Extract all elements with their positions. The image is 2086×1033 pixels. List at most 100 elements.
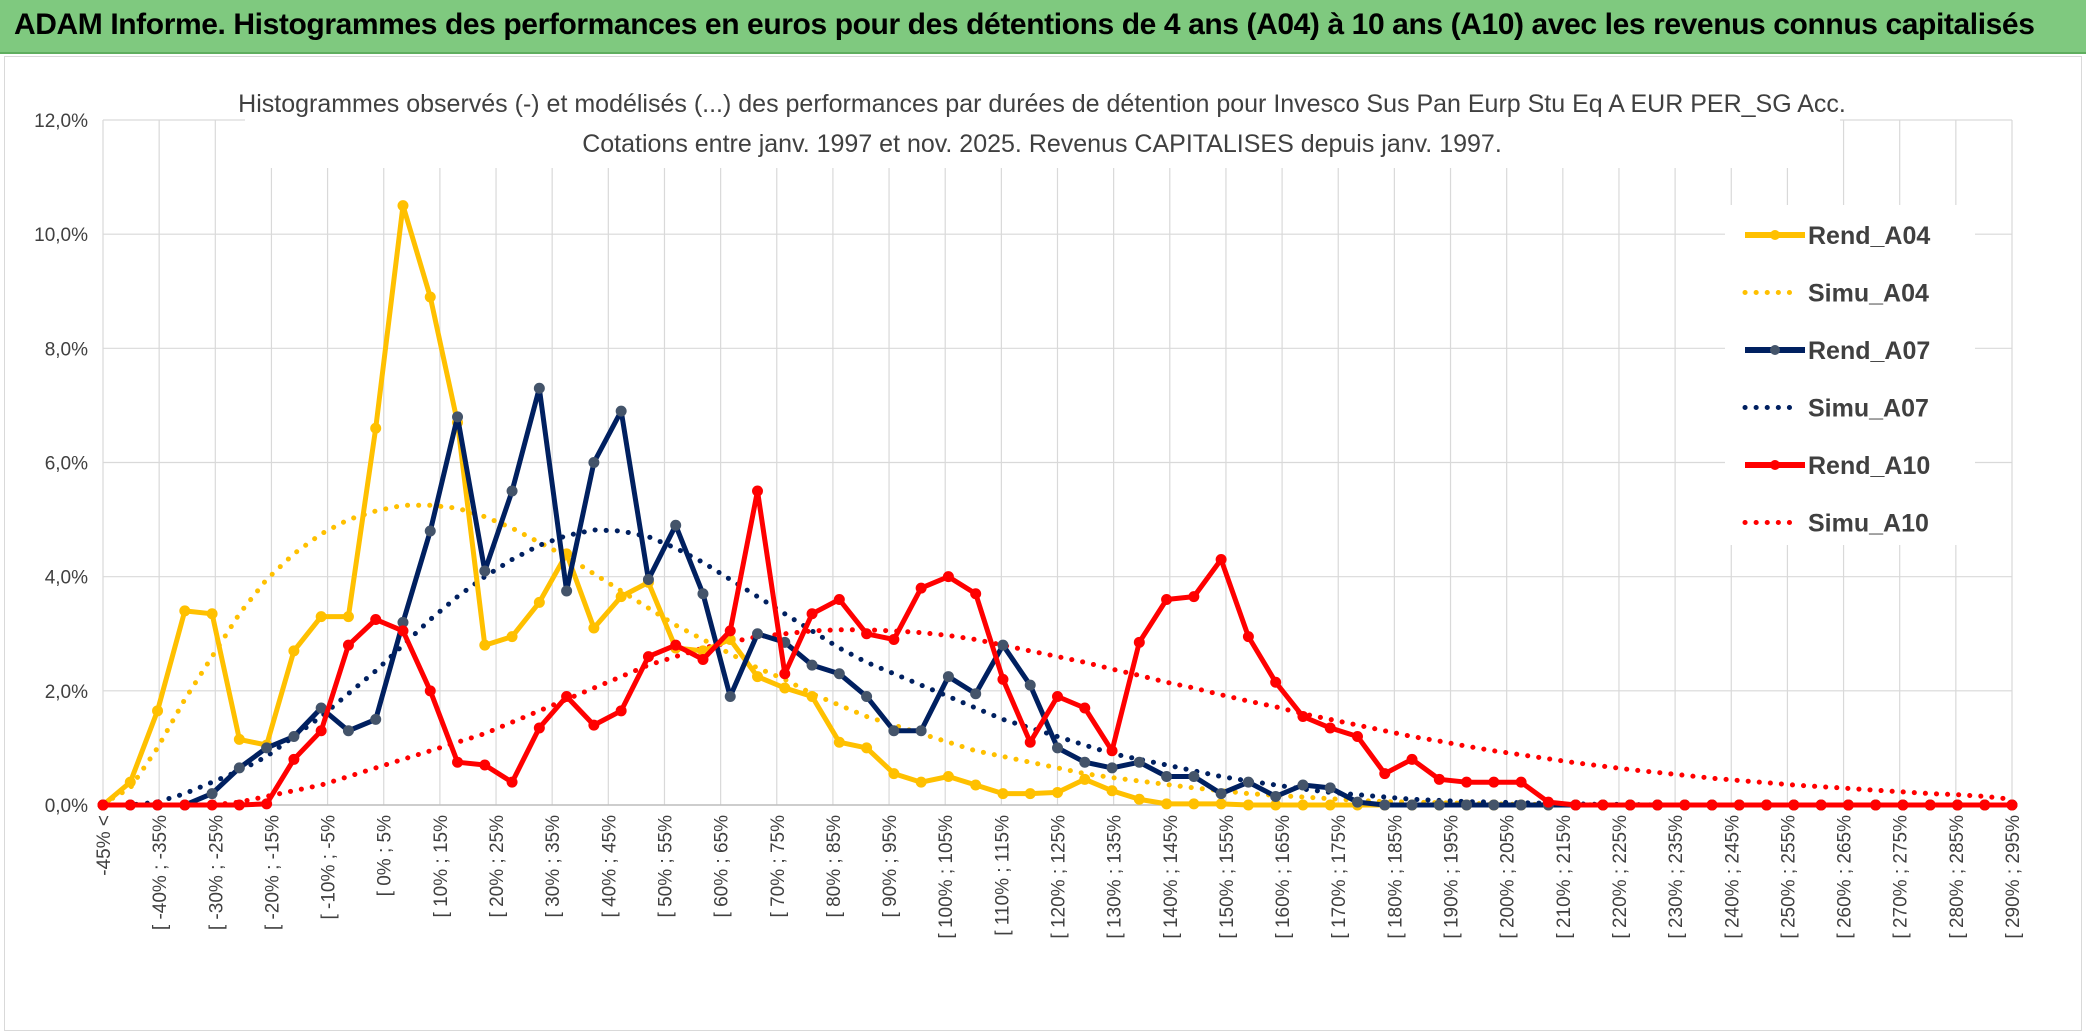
series-Simu_A04 [100, 502, 2015, 808]
legend: Rend_A04 Simu_A04 Rend_A07 Simu_A07 Rend_A10… [1725, 205, 1975, 545]
series-line-Simu_A04 [100, 502, 2015, 808]
x-tick-label: [ 160% ; 165% [1273, 815, 1294, 939]
data-point [1188, 591, 1200, 603]
data-point [1161, 594, 1173, 605]
data-point [1079, 773, 1091, 785]
data-point [724, 691, 736, 703]
data-point [342, 725, 354, 737]
data-point [615, 705, 627, 717]
data-point [1215, 798, 1227, 810]
data-point [1542, 796, 1554, 808]
data-point [397, 200, 409, 212]
x-tick-label: [ 280% ; 285% [1947, 815, 1968, 939]
data-point [697, 588, 709, 600]
data-point [424, 525, 436, 537]
data-point [1815, 799, 1827, 811]
y-tick-label: 12,0% [34, 111, 88, 132]
data-point [533, 596, 545, 608]
header-bar: ADAM Informe. Histogrammes des performan… [0, 0, 2086, 54]
series-Rend_A10 [97, 485, 2018, 811]
data-point [806, 608, 818, 620]
data-point [479, 565, 491, 577]
x-tick-label: [ -20% ; -15% [262, 815, 283, 930]
data-point [124, 799, 136, 811]
data-point [506, 485, 518, 497]
series-line-Simu_A10 [100, 627, 2015, 808]
data-point [1324, 722, 1336, 734]
data-point [1024, 679, 1036, 691]
data-point [915, 776, 927, 788]
data-point [1433, 773, 1445, 785]
x-tick-label: [ 80% ; 85% [824, 815, 845, 918]
data-point [1461, 776, 1473, 788]
data-point [97, 799, 109, 811]
data-point [315, 702, 327, 714]
data-point [1679, 799, 1691, 811]
legend-item-Simu_A10: Simu_A10 [1742, 510, 1929, 538]
data-point [888, 725, 900, 737]
legend-background [1725, 205, 1975, 545]
x-tick-label: [ 120% ; 125% [1049, 815, 1070, 939]
data-point [179, 799, 191, 811]
data-point [288, 753, 300, 765]
data-point [2006, 799, 2018, 811]
x-tick-label: [ 200% ; 205% [1498, 815, 1519, 939]
data-point [670, 639, 682, 651]
data-point [1106, 745, 1118, 757]
data-point [997, 673, 1009, 685]
data-point [370, 613, 382, 625]
data-point [588, 719, 600, 731]
data-point [588, 457, 600, 468]
legend-label: Rend_A07 [1808, 337, 1930, 365]
data-point [1461, 799, 1473, 811]
data-point [833, 736, 845, 748]
legend-label: Simu_A07 [1808, 395, 1929, 423]
data-point [1788, 799, 1800, 811]
data-point [670, 519, 682, 531]
data-point [1433, 799, 1445, 811]
data-point [533, 722, 545, 734]
x-tick-label: [ 90% ; 95% [880, 815, 901, 918]
x-tick-label: [ -40% ; -35% [150, 815, 171, 930]
data-point [1515, 799, 1527, 811]
series-Simu_A10 [100, 627, 2015, 808]
data-point [588, 622, 600, 634]
data-point [1488, 776, 1500, 788]
y-tick-label: 0,0% [45, 796, 88, 817]
data-point [833, 668, 845, 680]
data-point [833, 594, 845, 605]
legend-item-Rend_A04: Rend_A04 [1745, 222, 1930, 250]
page-title: ADAM Informe. Histogrammes des performan… [14, 8, 2035, 41]
data-point [1270, 790, 1282, 802]
data-point [261, 742, 273, 754]
data-point [1406, 799, 1418, 811]
y-tick-label: 2,0% [45, 682, 88, 703]
data-point [288, 645, 300, 657]
data-point [752, 485, 764, 497]
data-point [179, 605, 191, 617]
x-tick-label: [ 230% ; 235% [1666, 815, 1687, 939]
data-point [942, 770, 954, 782]
data-point [888, 633, 900, 645]
data-point [1761, 799, 1773, 811]
data-point [561, 691, 573, 703]
data-point [561, 585, 573, 597]
data-point [261, 798, 273, 810]
data-point [152, 705, 164, 717]
x-tick-label: [ 110% ; 115% [992, 815, 1013, 936]
data-point [424, 685, 436, 697]
data-point [1706, 799, 1718, 811]
data-point [1215, 554, 1227, 566]
x-tick-label: [ 210% ; 215% [1554, 815, 1575, 939]
x-tick-label: [ 240% ; 245% [1722, 815, 1743, 939]
data-point [970, 779, 982, 791]
data-point [1733, 799, 1745, 811]
data-point [479, 759, 491, 771]
data-point [424, 291, 436, 303]
chart-subtitle: Cotations entre janv. 1997 et nov. 2025.… [582, 130, 1502, 158]
x-tick-label: [ 130% ; 135% [1105, 815, 1126, 939]
data-point [970, 688, 982, 700]
data-point [1052, 742, 1063, 754]
legend-item-Rend_A10: Rend_A10 [1745, 452, 1930, 480]
